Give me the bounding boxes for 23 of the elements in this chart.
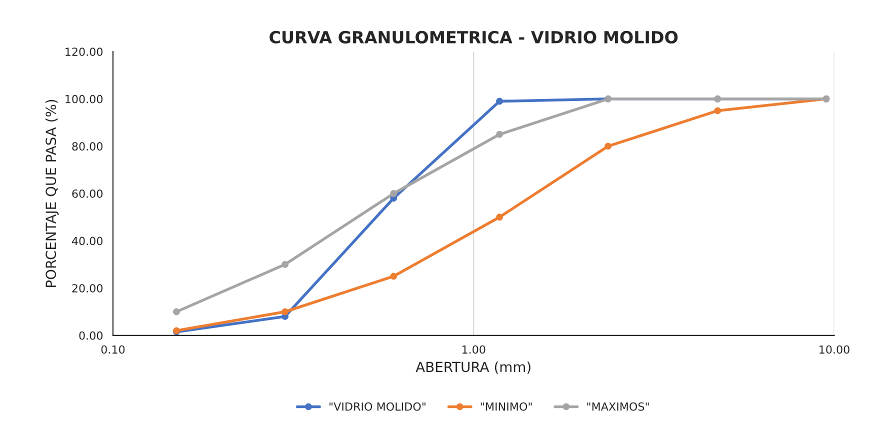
y-tick-label: 80.00 [72, 142, 103, 151]
y-tick-label: 20.00 [72, 284, 103, 292]
y-axis-title: PORCENTAJE QUE PASA (%) [45, 100, 59, 287]
point [282, 260, 289, 268]
x-tick-label: 10.00 [820, 345, 850, 354]
point [173, 308, 180, 316]
chart-title: CURVA GRANULOMETRICA - VIDRIO MOLIDO [270, 30, 678, 44]
legend-label: "VIDRIO MOLIDO" [330, 402, 426, 411]
y-tick-label: 0.00 [79, 331, 103, 340]
x-axis-title: ABERTURA (mm) [416, 361, 530, 374]
legend-label: "MAXIMOS" [587, 402, 649, 411]
point [390, 272, 398, 280]
x-tick-label: 0.10 [101, 345, 125, 354]
point [390, 190, 398, 197]
x-tick-label: 1.00 [462, 345, 486, 354]
point [282, 308, 289, 316]
point [714, 107, 722, 114]
point [604, 142, 612, 150]
y-tick-label: 40.00 [72, 236, 103, 246]
y-tick-label: 60.00 [72, 189, 103, 198]
legend-label: "MINIMO" [480, 402, 532, 411]
y-tick-label: 100.00 [66, 94, 103, 104]
y-tick-label: 120.00 [66, 48, 103, 56]
